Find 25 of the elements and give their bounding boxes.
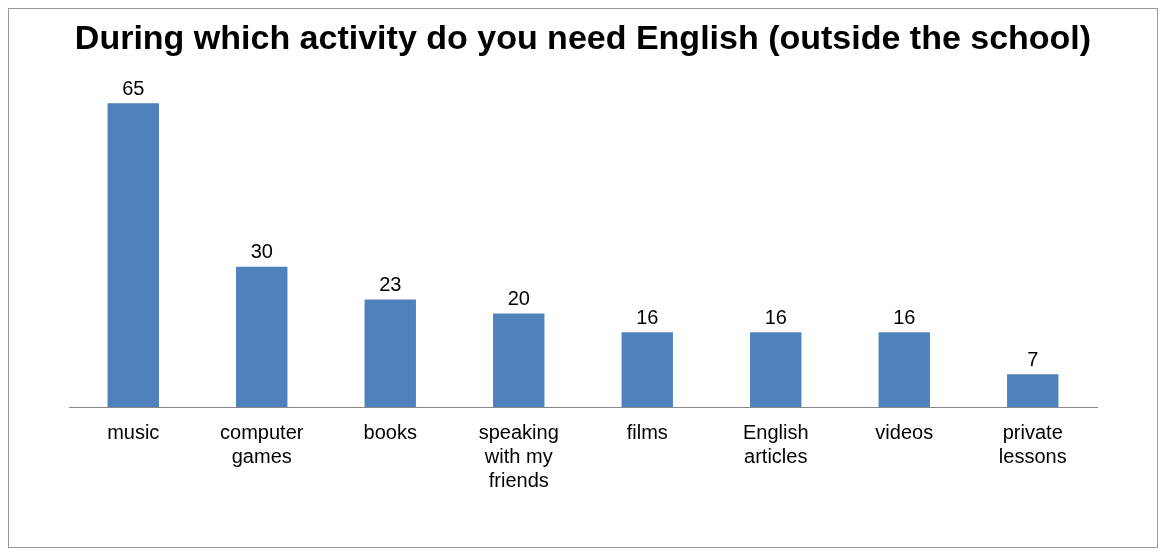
x-tick-label: private lessons <box>998 420 1067 467</box>
x-tick-label: speaking with my friends <box>478 420 559 491</box>
chart-title: During which activity do you need English (outside the school) <box>74 17 1092 56</box>
data-label: 30 <box>250 240 273 263</box>
bar <box>878 332 930 407</box>
x-tick-label: music <box>107 420 160 443</box>
x-tick-label: films <box>626 420 668 443</box>
x-tick-label: English articles <box>742 420 809 467</box>
data-label: 16 <box>893 305 916 328</box>
bar <box>621 332 673 407</box>
data-label: 23 <box>379 273 402 296</box>
data-label: 65 <box>122 76 145 99</box>
bar <box>236 266 288 407</box>
data-label: 7 <box>1027 347 1039 370</box>
x-tick-label: books <box>363 420 417 443</box>
data-label: 20 <box>507 287 530 310</box>
x-tick-label: videos <box>875 420 934 443</box>
data-label: 16 <box>764 305 787 328</box>
bar <box>107 103 159 407</box>
x-tick-label: computer games <box>220 420 304 467</box>
bar <box>750 332 802 407</box>
data-label: 16 <box>636 305 659 328</box>
bar <box>364 299 416 407</box>
bar <box>1007 374 1059 407</box>
bar <box>493 313 545 407</box>
